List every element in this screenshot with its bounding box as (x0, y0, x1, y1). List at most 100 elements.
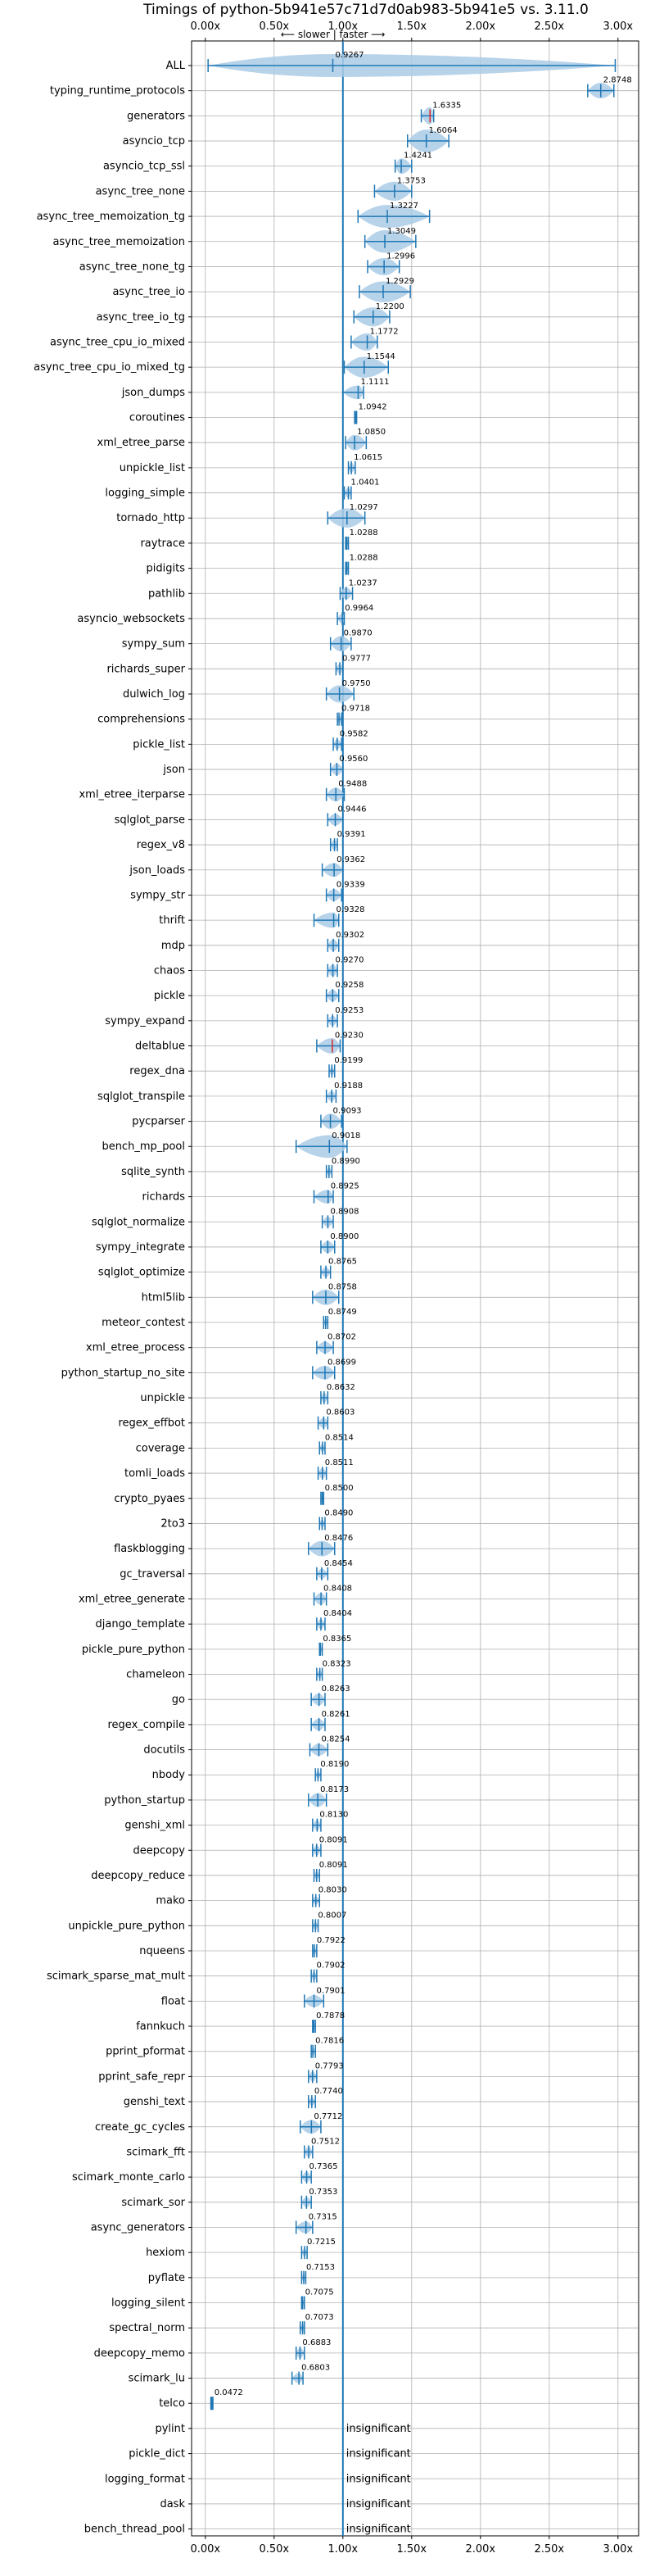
benchmark-label: gc_traversal (120, 1568, 185, 1581)
benchmark-label: crypto_pyaes (114, 1493, 185, 1505)
insignificant-label: insignificant (346, 2473, 411, 2485)
benchmark-row: pyflate 0.7153 (148, 2263, 335, 2284)
benchmark-row: asyncio_tcp_ssl 1.4241 (103, 152, 432, 175)
value-label: 0.8990 (332, 1157, 360, 1166)
benchmark-row: async_tree_none 1.3753 (96, 176, 426, 202)
benchmark-label: pickle_pure_python (82, 1644, 185, 1656)
value-label: 1.0297 (350, 503, 378, 512)
value-label: 0.8699 (328, 1358, 356, 1367)
plot-frame (191, 40, 639, 2537)
benchmark-label: meteor_contest (102, 1317, 185, 1329)
benchmark-row: meteor_contest 0.8749 (102, 1308, 357, 1329)
value-label: 0.9270 (336, 955, 364, 964)
benchmark-row: nqueens 0.7922 (139, 1936, 346, 1957)
benchmark-row: django_template 0.8404 (96, 1609, 352, 1631)
benchmark-label: bench_thread_pool (84, 2524, 185, 2536)
benchmark-row: async_tree_cpu_io_mixed 1.1772 (50, 327, 399, 351)
benchmark-label: sympy_integrate (96, 1241, 185, 1254)
value-label: 1.0237 (349, 578, 377, 587)
benchmark-label: spectral_norm (109, 2322, 185, 2334)
value-label: 0.8261 (322, 1710, 350, 1719)
value-label: 1.2996 (386, 252, 415, 261)
benchmark-row: pylint insignificant (155, 2423, 410, 2435)
benchmark-label: scimark_sparse_mat_mult (47, 1971, 185, 1983)
benchmark-row: json_loads 0.9362 (129, 855, 365, 878)
benchmark-label: tornado_http (116, 512, 185, 524)
x-tick-label-bottom: 1.00x (328, 2543, 358, 2556)
value-label: 0.8511 (325, 1458, 354, 1467)
benchmark-row: xml_etree_iterparse 0.9488 (79, 780, 367, 802)
benchmark-row: async_tree_none_tg 1.2996 (79, 252, 415, 276)
benchmark-label: fannkuch (136, 2020, 185, 2033)
benchmark-label: xml_etree_iterparse (79, 789, 185, 801)
benchmark-row: go 0.8263 (172, 1685, 350, 1707)
value-label: 0.9302 (336, 931, 364, 940)
benchmark-row: flaskblogging 0.8476 (114, 1534, 353, 1557)
benchmark-label: async_tree_memoization (52, 236, 185, 248)
benchmark-row: scimark_sor 0.7353 (121, 2188, 337, 2209)
benchmark-label: asyncio_tcp (123, 135, 185, 147)
value-label: 0.8765 (328, 1258, 357, 1267)
benchmark-label: flaskblogging (114, 1543, 185, 1555)
value-label: 0.9560 (339, 755, 368, 764)
direction-label: ⟵ slower | faster ⟶ (281, 29, 386, 40)
x-tick-label-top: 1.00x (328, 20, 358, 33)
benchmark-row: scimark_lu 0.6803 (129, 2364, 330, 2385)
benchmark-row: genshi_text 0.7740 (124, 2087, 343, 2109)
benchmark-label: json (162, 764, 185, 776)
benchmark-row: scimark_monte_carlo 0.7365 (72, 2162, 338, 2184)
benchmark-label: json_dumps (121, 387, 185, 399)
benchmark-label: bench_mp_pool (102, 1141, 185, 1153)
benchmark-row: sqlglot_optimize 0.8765 (98, 1258, 357, 1279)
benchmark-row: xml_etree_process 0.8702 (86, 1333, 356, 1354)
value-label: 0.7073 (305, 2313, 334, 2322)
benchmark-label: xml_etree_process (86, 1342, 185, 1354)
value-label: 0.9391 (337, 830, 366, 839)
value-label: 0.9188 (334, 1082, 363, 1091)
benchmark-label: regex_compile (107, 1719, 185, 1731)
value-label: 0.8908 (330, 1207, 359, 1216)
benchmark-label: comprehensions (97, 714, 185, 726)
benchmark-label: async_tree_none_tg (79, 261, 185, 273)
benchmark-label: create_gc_cycles (95, 2121, 185, 2134)
value-label: 0.7740 (314, 2087, 343, 2096)
benchmark-label: deepcopy_reduce (91, 1870, 185, 1882)
value-label: 1.4241 (404, 152, 432, 161)
value-label: 1.3049 (387, 227, 416, 236)
value-label: 0.7902 (317, 1961, 346, 1971)
value-label: 0.9446 (337, 805, 366, 814)
value-label: 0.7075 (305, 2288, 334, 2297)
value-label: 0.0472 (215, 2388, 243, 2397)
value-label: 1.1772 (370, 327, 399, 336)
benchmark-row: chameleon 0.8323 (126, 1660, 351, 1681)
grid-lines (192, 41, 639, 2536)
value-label: 1.0615 (354, 453, 382, 462)
benchmark-label: float (161, 1995, 185, 2007)
benchmark-label: async_tree_cpu_io_mixed (50, 336, 185, 348)
benchmark-label: python_startup (104, 1794, 185, 1807)
benchmark-row: dask insignificant (160, 2498, 410, 2510)
x-tick-label-bottom: 0.00x (190, 2543, 220, 2556)
value-label: 0.7215 (307, 2238, 336, 2247)
benchmark-row: richards 0.8925 (142, 1182, 359, 1204)
benchmark-label: pickle_dict (129, 2448, 185, 2460)
benchmark-label: django_template (96, 1618, 185, 1630)
x-tick-label-top: 2.50x (534, 20, 564, 33)
value-label: 1.0942 (359, 403, 387, 412)
value-label: 1.0288 (350, 528, 378, 537)
value-label: 0.9253 (335, 1006, 364, 1015)
benchmark-label: tomli_loads (124, 1467, 185, 1480)
value-label: 0.8254 (321, 1735, 350, 1744)
benchmark-label: async_generators (91, 2221, 186, 2234)
benchmark-label: chameleon (126, 1669, 185, 1681)
benchmark-label: genshi_xml (124, 1820, 185, 1832)
benchmark-row: json_dumps 1.1111 (121, 378, 389, 400)
benchmark-label: deepcopy (133, 1844, 185, 1857)
benchmark-row: thrift 0.9328 (159, 905, 365, 928)
benchmark-label: scimark_fft (126, 2146, 185, 2158)
benchmark-row: bench_mp_pool 0.9018 (102, 1132, 360, 1159)
benchmark-row: async_tree_io 1.2929 (112, 277, 414, 302)
value-label: 0.8702 (328, 1333, 356, 1342)
value-label: 0.9258 (335, 981, 364, 990)
benchmark-label: unpickle (140, 1392, 185, 1404)
